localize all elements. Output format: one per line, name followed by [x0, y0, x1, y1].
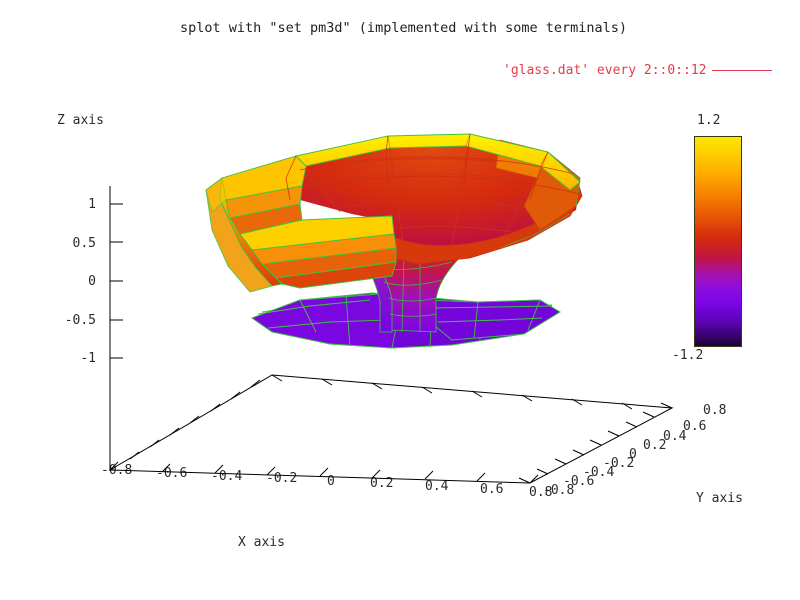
z-tic-label: 1	[88, 197, 96, 212]
y-tic-label: 0.4	[663, 429, 687, 444]
colorbar-gradient	[694, 136, 742, 347]
y-axis-label: Y axis	[696, 491, 743, 506]
z-tic-label: 0.5	[72, 236, 96, 251]
page-title: splot with "set pm3d" (implemented with …	[180, 20, 628, 36]
colorbar-max-label: 1.2	[697, 113, 721, 128]
z-axis-label: Z axis	[57, 113, 104, 128]
surface-bowl-left-wedge	[205, 155, 307, 213]
y-tic-label: 0.2	[643, 438, 667, 453]
surface-mesh-lines-red	[285, 133, 581, 201]
surface-foot-left-lobe	[251, 293, 399, 349]
z-tic-label: 0	[88, 274, 96, 289]
pm3d-surface	[205, 133, 583, 349]
legend-line-sample	[712, 70, 772, 71]
y-tic-label: 0.8	[703, 403, 727, 418]
surface-foot-right-lobe	[423, 299, 561, 341]
legend-entry-label: 'glass.dat' every 2::0::12	[503, 63, 707, 78]
far-edge-tic-marks	[129, 374, 633, 460]
colorbar-min-label: -1.2	[672, 348, 704, 363]
x-tic-marks	[109, 461, 539, 484]
surface-bowl-rim	[295, 133, 581, 191]
z-tic-marks	[110, 203, 123, 359]
y-tic-marks	[518, 402, 673, 484]
z-tic-label: -1	[80, 351, 96, 366]
y-tic-label: 0.6	[683, 419, 707, 434]
x-tic-label: 0.4	[425, 479, 449, 494]
z-tic-label: -0.5	[64, 313, 96, 328]
y-tic-label: -0.4	[583, 465, 615, 480]
x-tic-label: 0	[327, 474, 335, 489]
y-tic-label: -0.6	[563, 474, 595, 489]
surface-mesh-lines-green	[499, 151, 581, 249]
y-tic-label: 0	[629, 447, 637, 462]
x-axis-label: X axis	[238, 535, 285, 550]
y-tic-label: -0.8	[543, 483, 575, 498]
x-tic-label: 0.6	[480, 482, 504, 497]
base-plane-outline	[108, 374, 674, 484]
x-tic-label: 0.8	[529, 485, 553, 500]
x-tic-label: 0.2	[370, 476, 394, 491]
y-tic-label: -0.2	[603, 456, 635, 471]
